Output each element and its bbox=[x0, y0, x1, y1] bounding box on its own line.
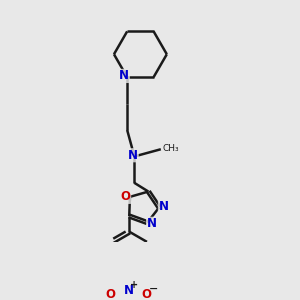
Text: +: + bbox=[130, 280, 139, 290]
Text: N: N bbox=[119, 69, 129, 82]
Text: N: N bbox=[158, 200, 168, 213]
Text: O: O bbox=[121, 190, 130, 203]
Text: −: − bbox=[148, 284, 158, 294]
Text: O: O bbox=[105, 288, 115, 300]
Text: N: N bbox=[128, 149, 138, 162]
Text: N: N bbox=[124, 284, 134, 297]
Text: CH₃: CH₃ bbox=[162, 143, 178, 152]
Text: O: O bbox=[141, 288, 151, 300]
Text: N: N bbox=[147, 217, 157, 230]
